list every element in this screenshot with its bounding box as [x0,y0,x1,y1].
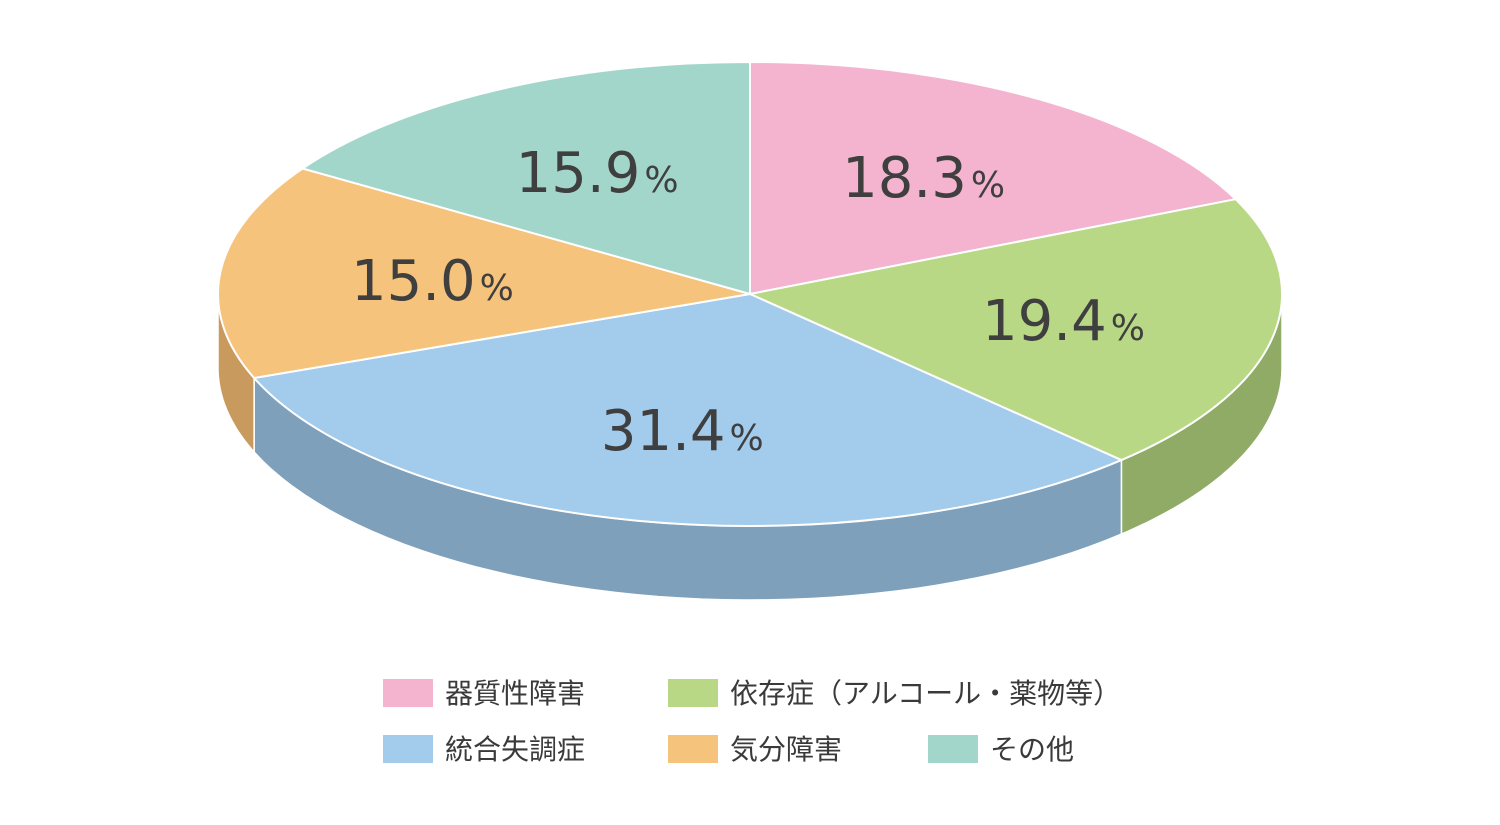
slice-labels: 18.3 %19.4 %31.4 %15.0 %15.9% [351,141,1145,464]
legend-swatch-2 [383,735,433,763]
slice-value-number: 31.4 [601,399,726,464]
legend-swatch-0 [383,679,433,707]
pie-slices [217,60,1283,527]
slice-value-label-1: 19.4% [982,289,1145,354]
pie-slice-0 [749,60,1238,296]
slice-value-label-2: 31.4% [601,399,764,464]
pie-slice-3 [217,167,751,380]
slice-value-unit: % [730,418,764,459]
slice-value-number: 15.9 [516,141,641,206]
legend-swatch-3 [668,735,718,763]
slice-value-number: 18.3 [842,146,967,211]
pie-slice-1 [746,198,1283,462]
slice-value-label-0: 18.3% [842,146,1005,211]
legend-label-2: 統合失調症 [445,733,585,766]
legend-label-3: 気分障害 [730,733,842,766]
slice-value-number: 15.0 [351,249,476,314]
legend-label-0: 器質性障害 [445,677,585,710]
legend-label-4: その他 [990,733,1074,766]
slice-value-unit: % [1111,308,1145,349]
legend-swatch-1 [668,679,718,707]
slice-value-unit: % [480,268,514,309]
legend: 器質性障害 依存症（アルコール・薬物等） 統合失調症 気分障害 その他 [383,677,1121,766]
pie-slice-4 [300,60,751,296]
slice-value-number: 19.4 [982,289,1107,354]
legend-swatch-4 [928,735,978,763]
legend-label-1: 依存症（アルコール・薬物等） [730,677,1121,710]
slice-value-label-4: 15.9% [516,141,679,206]
slice-value-unit: % [644,160,678,201]
slice-value-label-3: 15.0% [351,249,514,314]
slice-value-unit: % [971,165,1005,206]
pie-slice-2 [252,292,1124,527]
